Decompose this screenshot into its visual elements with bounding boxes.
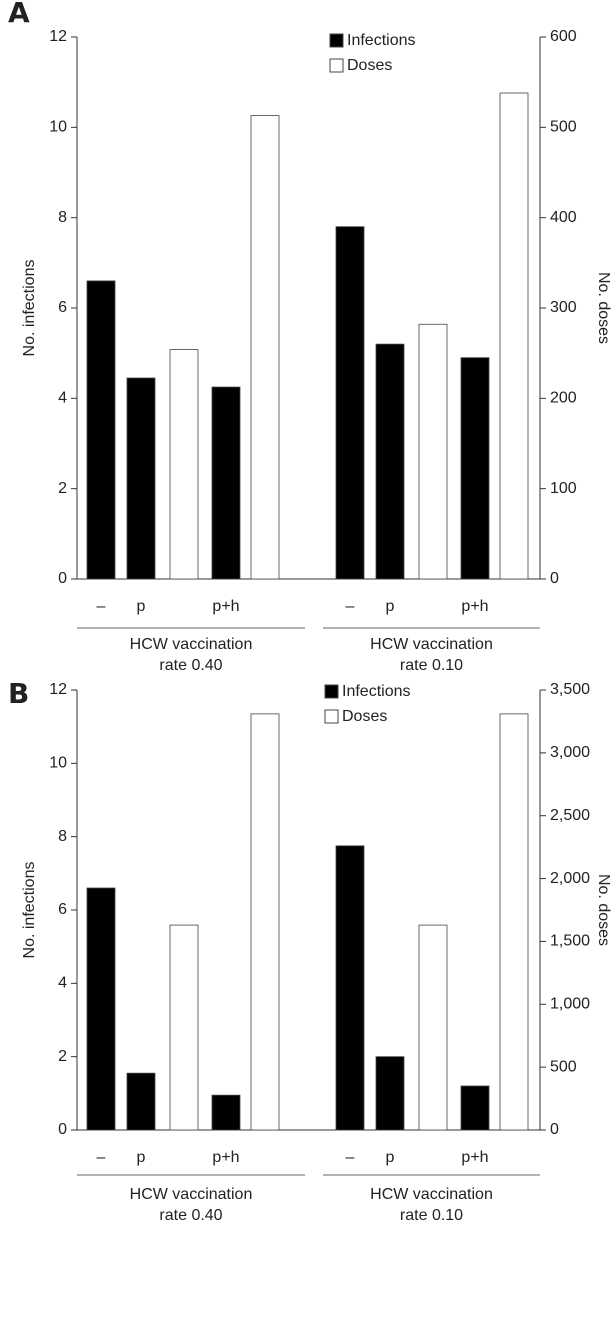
bar: [375, 343, 405, 580]
y2-tick-label: 0: [550, 570, 559, 587]
bar: [211, 1094, 241, 1131]
x-tick-label: p: [386, 1149, 395, 1166]
x-tick-label: –: [97, 598, 106, 615]
group-label: rate 0.10: [400, 657, 463, 674]
group-label: rate 0.40: [159, 657, 222, 674]
y-tick-label: 0: [58, 1121, 67, 1138]
y2-tick-label: 300: [550, 299, 577, 316]
y-tick-label: 10: [49, 755, 67, 772]
bar: [86, 280, 116, 580]
y-tick-label: 0: [58, 570, 67, 587]
bar: [211, 386, 241, 580]
bar: [169, 349, 199, 580]
y2-tick-label: 2,500: [550, 807, 590, 824]
bar: [169, 924, 199, 1131]
y-tick-label: 12: [49, 681, 67, 698]
y2-tick-label: 3,500: [550, 681, 590, 698]
panel-label: A: [8, 0, 30, 29]
y-tick-label: 8: [58, 209, 67, 226]
y-tick-label: 4: [58, 390, 67, 407]
bar: [250, 713, 280, 1131]
y-axis-title: No. infections: [21, 862, 38, 959]
legend-swatch: [329, 58, 344, 73]
y2-tick-label: 200: [550, 390, 577, 407]
y2-tick-label: 400: [550, 209, 577, 226]
group-label: HCW vaccination: [130, 636, 253, 653]
bar: [335, 845, 365, 1131]
legend-label: Doses: [342, 708, 387, 725]
y-tick-label: 6: [58, 299, 67, 316]
bar: [126, 377, 156, 580]
bar: [499, 92, 529, 580]
y-tick-label: 4: [58, 975, 67, 992]
y-tick-label: 2: [58, 480, 67, 497]
y2-tick-label: 500: [550, 1058, 577, 1075]
y-tick-label: 12: [49, 28, 67, 45]
y2-tick-label: 0: [550, 1121, 559, 1138]
group-label: HCW vaccination: [130, 1186, 253, 1203]
bar: [460, 1085, 490, 1131]
x-tick-label: p+h: [212, 598, 239, 615]
y-axis-title: No. infections: [21, 260, 38, 357]
legend-swatch: [324, 709, 339, 724]
y2-tick-label: 100: [550, 480, 577, 497]
legend-swatch: [329, 33, 344, 48]
y2-tick-label: 2,000: [550, 870, 590, 887]
x-tick-label: –: [97, 1149, 106, 1166]
legend-label: Infections: [347, 32, 415, 49]
x-tick-label: p+h: [212, 1149, 239, 1166]
y2-axis-title: No. doses: [595, 272, 612, 344]
y2-tick-label: 1,500: [550, 933, 590, 950]
x-tick-label: p: [386, 598, 395, 615]
y-tick-label: 8: [58, 828, 67, 845]
x-tick-label: p: [137, 598, 146, 615]
y-tick-label: 6: [58, 901, 67, 918]
bar: [375, 1056, 405, 1131]
y2-axis-title: No. doses: [595, 874, 612, 946]
legend-swatch: [324, 684, 339, 699]
x-tick-label: p: [137, 1149, 146, 1166]
x-tick-label: p+h: [461, 598, 488, 615]
y-tick-label: 2: [58, 1048, 67, 1065]
group-label: HCW vaccination: [370, 636, 493, 653]
bar: [335, 226, 365, 580]
y2-tick-label: 500: [550, 119, 577, 136]
y2-tick-label: 3,000: [550, 744, 590, 761]
x-tick-label: p+h: [461, 1149, 488, 1166]
bar: [460, 357, 490, 580]
group-label: rate 0.40: [159, 1207, 222, 1224]
bar: [250, 115, 280, 580]
bar: [418, 924, 448, 1131]
panel-label: B: [8, 677, 29, 710]
x-tick-label: –: [346, 1149, 355, 1166]
y2-tick-label: 600: [550, 28, 577, 45]
y2-tick-label: 1,000: [550, 996, 590, 1013]
bar: [499, 713, 529, 1131]
y-tick-label: 10: [49, 119, 67, 136]
legend-label: Infections: [342, 683, 410, 700]
bar: [418, 323, 448, 580]
group-label: rate 0.10: [400, 1207, 463, 1224]
legend-label: Doses: [347, 57, 392, 74]
bar: [86, 887, 116, 1131]
bar: [126, 1072, 156, 1131]
x-tick-label: –: [346, 598, 355, 615]
group-label: HCW vaccination: [370, 1186, 493, 1203]
